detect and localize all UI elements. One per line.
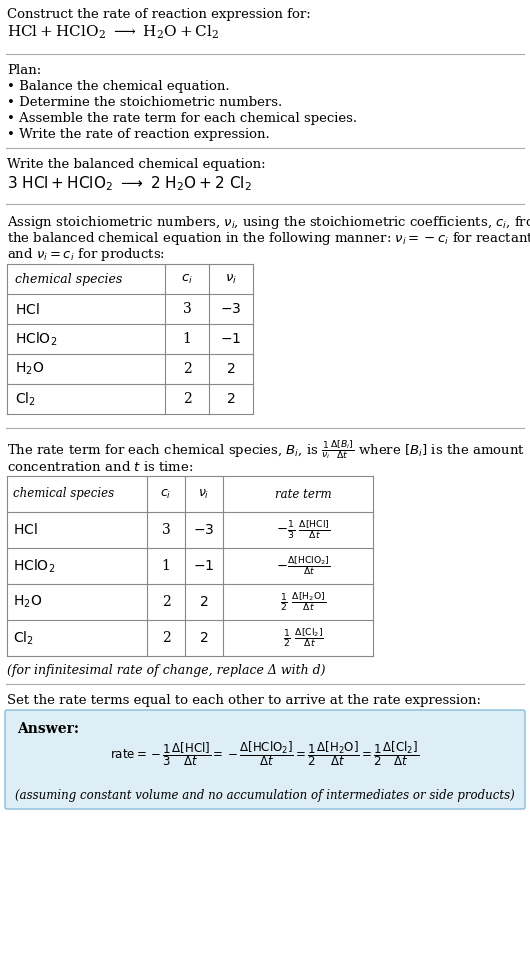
Text: $\frac{1}{2}\ \frac{\Delta[\mathrm{Cl_2}]}{\Delta t}$: $\frac{1}{2}\ \frac{\Delta[\mathrm{Cl_2}… [282,627,323,649]
Text: and $\nu_i = c_i$ for products:: and $\nu_i = c_i$ for products: [7,246,165,263]
Text: $-3$: $-3$ [193,523,215,537]
Text: chemical species: chemical species [15,272,122,286]
Text: 2: 2 [200,631,208,645]
Text: Construct the rate of reaction expression for:: Construct the rate of reaction expressio… [7,8,311,21]
Text: Answer:: Answer: [17,722,79,736]
Text: 3: 3 [162,523,170,537]
Text: Set the rate terms equal to each other to arrive at the rate expression:: Set the rate terms equal to each other t… [7,694,481,707]
Text: 1: 1 [162,559,171,573]
Text: $-\frac{\Delta[\mathrm{HClO_2}]}{\Delta t}$: $-\frac{\Delta[\mathrm{HClO_2}]}{\Delta … [276,554,330,578]
Text: 2: 2 [183,362,191,376]
Text: $\mathrm{Cl_2}$: $\mathrm{Cl_2}$ [15,390,36,408]
Text: $\mathregular{HCl + HClO_2 \ {\longrightarrow} \ H_2O + Cl_2}$: $\mathregular{HCl + HClO_2 \ {\longright… [7,24,219,41]
Text: • Assemble the rate term for each chemical species.: • Assemble the rate term for each chemic… [7,112,357,125]
Text: $\mathregular{3\ HCl + HClO_2 \ {\longrightarrow} \ 2\ H_2O + 2\ Cl_2}$: $\mathregular{3\ HCl + HClO_2 \ {\longri… [7,174,252,192]
Text: Write the balanced chemical equation:: Write the balanced chemical equation: [7,158,266,171]
Text: $-3$: $-3$ [220,302,242,316]
Text: $\mathrm{Cl_2}$: $\mathrm{Cl_2}$ [13,630,34,647]
Text: $-1$: $-1$ [193,559,215,573]
Text: 2: 2 [200,595,208,609]
Text: 2: 2 [162,595,170,609]
Text: $-\frac{1}{3}\ \frac{\Delta[\mathrm{HCl}]}{\Delta t}$: $-\frac{1}{3}\ \frac{\Delta[\mathrm{HCl}… [276,519,330,541]
Text: (assuming constant volume and no accumulation of intermediates or side products): (assuming constant volume and no accumul… [15,789,515,801]
Text: 2: 2 [162,631,170,645]
Text: rate term: rate term [275,487,331,501]
Text: The rate term for each chemical species, $B_i$, is $\frac{1}{\nu_i}\frac{\Delta[: The rate term for each chemical species,… [7,438,525,461]
Text: chemical species: chemical species [13,487,114,501]
Text: $-1$: $-1$ [220,332,242,346]
Text: 2: 2 [227,362,235,376]
Text: $\mathrm{HClO_2}$: $\mathrm{HClO_2}$ [15,330,57,347]
Text: Plan:: Plan: [7,64,41,77]
Text: $c_i$: $c_i$ [161,487,172,501]
Text: $\mathrm{H_2O}$: $\mathrm{H_2O}$ [13,593,42,610]
Text: $c_i$: $c_i$ [181,272,193,286]
Text: • Determine the stoichiometric numbers.: • Determine the stoichiometric numbers. [7,96,282,109]
Text: (for infinitesimal rate of change, replace Δ with d): (for infinitesimal rate of change, repla… [7,664,325,677]
Text: $\nu_i$: $\nu_i$ [198,487,210,501]
Text: $\mathrm{HCl}$: $\mathrm{HCl}$ [13,522,38,538]
Text: $\mathrm{HCl}$: $\mathrm{HCl}$ [15,302,40,316]
Text: 2: 2 [227,392,235,406]
Text: 2: 2 [183,392,191,406]
Text: 3: 3 [183,302,191,316]
Text: $\nu_i$: $\nu_i$ [225,272,237,286]
Text: the balanced chemical equation in the following manner: $\nu_i = -c_i$ for react: the balanced chemical equation in the fo… [7,230,530,247]
Text: $\mathrm{rate} = -\dfrac{1}{3}\dfrac{\Delta[\mathrm{HCl}]}{\Delta t} = -\dfrac{\: $\mathrm{rate} = -\dfrac{1}{3}\dfrac{\De… [110,740,420,768]
FancyBboxPatch shape [5,710,525,809]
Text: concentration and $t$ is time:: concentration and $t$ is time: [7,460,193,474]
Text: • Balance the chemical equation.: • Balance the chemical equation. [7,80,229,93]
Text: • Write the rate of reaction expression.: • Write the rate of reaction expression. [7,128,270,141]
Text: Assign stoichiometric numbers, $\nu_i$, using the stoichiometric coefficients, $: Assign stoichiometric numbers, $\nu_i$, … [7,214,530,231]
Text: $\frac{1}{2}\ \frac{\Delta[\mathrm{H_2O}]}{\Delta t}$: $\frac{1}{2}\ \frac{\Delta[\mathrm{H_2O}… [280,590,326,614]
Text: $\mathrm{H_2O}$: $\mathrm{H_2O}$ [15,361,45,377]
Text: $\mathrm{HClO_2}$: $\mathrm{HClO_2}$ [13,557,55,575]
Text: 1: 1 [182,332,191,346]
